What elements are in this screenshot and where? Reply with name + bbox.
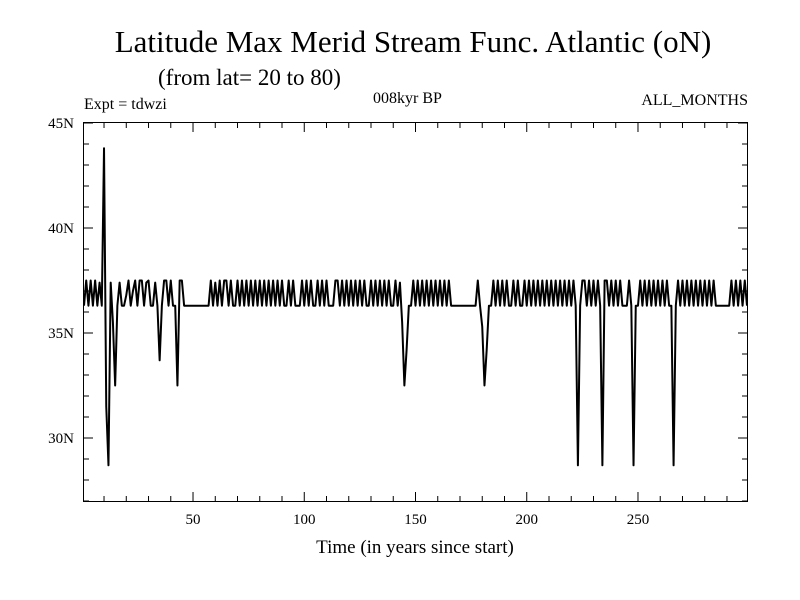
months-label: ALL_MONTHS [641, 92, 748, 109]
axis-tick-labels: 50 100 150 200 250 30N 35N 40N 45N [48, 116, 649, 528]
y-tick-label: 40N [48, 221, 74, 237]
x-tick-label: 50 [186, 512, 201, 528]
chart-subtitle: (from lat= 20 to 80) [158, 65, 341, 90]
x-axis-label: Time (in years since start) [316, 537, 514, 558]
x-tick-label: 100 [293, 512, 316, 528]
x-tick-label: 200 [515, 512, 538, 528]
plot-frame [83, 122, 748, 502]
series-line [83, 147, 748, 467]
x-tick-label: 150 [404, 512, 427, 528]
experiment-label: Expt = tdwzi [84, 96, 167, 113]
y-tick-label: 35N [48, 326, 74, 342]
x-tick-label: 250 [627, 512, 650, 528]
y-tick-label: 45N [48, 116, 74, 132]
chart-title: Latitude Max Merid Stream Func. Atlantic… [114, 24, 712, 59]
axis-ticks [84, 122, 747, 502]
period-label: 008kyr BP [373, 90, 442, 107]
y-tick-label: 30N [48, 431, 74, 447]
